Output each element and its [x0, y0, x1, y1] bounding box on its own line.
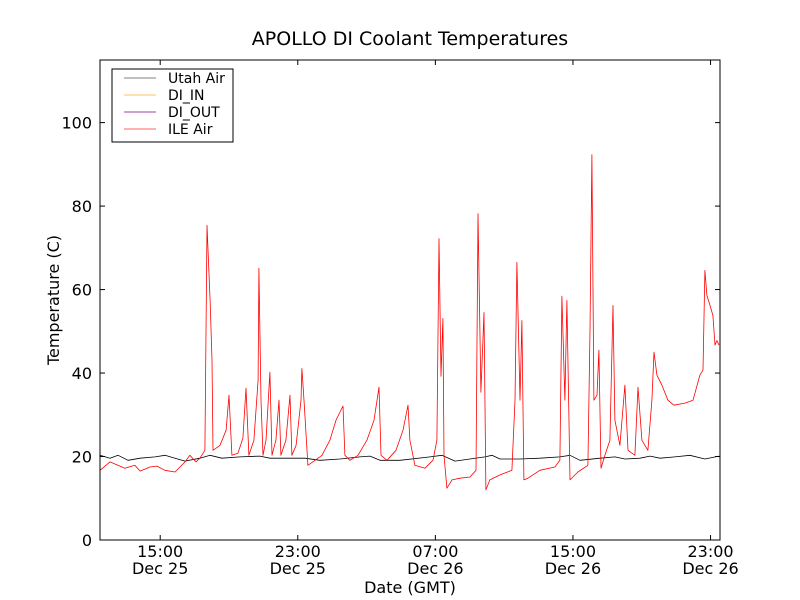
y-tick-label: 20	[72, 448, 92, 467]
x-tick-label-date: Dec 25	[132, 559, 188, 578]
legend-label: Utah Air	[168, 71, 225, 87]
x-tick-label-time: 15:00	[137, 542, 183, 561]
plot-lines	[99, 154, 720, 491]
plot-frame	[99, 59, 721, 541]
y-tick-label: 100	[61, 114, 92, 133]
chart-title: APOLLO DI Coolant Temperatures	[252, 28, 568, 50]
y-tick-label: 40	[72, 364, 92, 383]
x-axis-label: Date (GMT)	[364, 578, 456, 597]
legend-label: ILE Air	[168, 122, 213, 138]
series-line-utah-air	[99, 454, 720, 462]
y-tick-label: 0	[82, 531, 92, 550]
y-axis-label: Temperature (C)	[44, 235, 63, 366]
x-tick-label-date: Dec 26	[682, 559, 738, 578]
x-tick-label-time: 23:00	[687, 542, 733, 561]
x-tick-label-date: Dec 26	[545, 559, 601, 578]
x-tick-label-time: 15:00	[550, 542, 596, 561]
series-line-ile-air	[99, 154, 720, 491]
x-tick-label-time: 23:00	[275, 542, 321, 561]
x-tick-label-time: 07:00	[412, 542, 458, 561]
legend-label: DI_IN	[168, 88, 205, 104]
y-tick-label: 80	[72, 197, 92, 216]
x-tick-label-date: Dec 26	[407, 559, 463, 578]
legend-box	[111, 68, 234, 143]
x-tick-label-date: Dec 25	[270, 559, 326, 578]
legend-label: DI_OUT	[168, 105, 220, 121]
y-tick-label: 60	[72, 281, 92, 300]
